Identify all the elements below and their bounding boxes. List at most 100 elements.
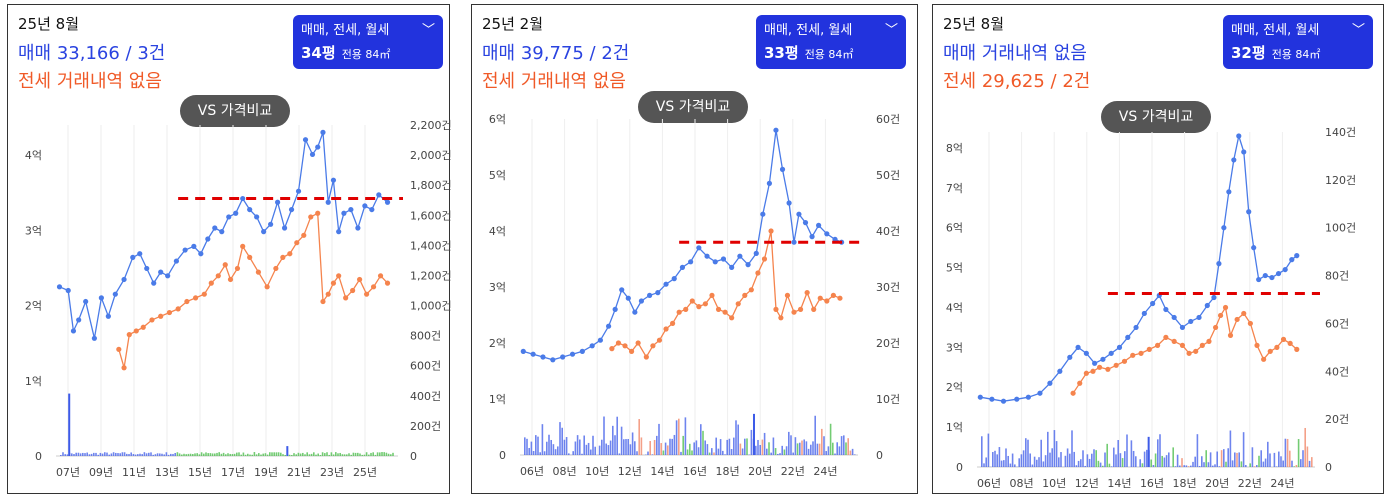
- jeonse-point: [294, 240, 300, 246]
- volume-bar: [832, 442, 834, 455]
- volume-bar: [295, 454, 297, 456]
- trade-types-label: 매매, 전세, 월세: [301, 23, 390, 38]
- volume-bar: [165, 452, 168, 456]
- volume-bar: [341, 454, 344, 456]
- volume-bar: [1086, 454, 1089, 467]
- volume-bar: [324, 453, 326, 456]
- volume-bar: [788, 431, 790, 455]
- jeonse-point: [778, 315, 784, 321]
- volume-bar: [247, 453, 249, 456]
- sale-point: [137, 251, 143, 257]
- vs-compare-button[interactable]: VS 가격비교: [180, 95, 290, 127]
- jeonse-point: [1154, 342, 1161, 348]
- vs-compare-button[interactable]: VS 가격비교: [1101, 101, 1211, 133]
- jeonse-point: [1138, 350, 1144, 356]
- trade-type-selector[interactable]: 매매, 전세, 월세 ﹀ 34평 전용 84㎡: [293, 15, 443, 69]
- sale-point: [786, 200, 792, 206]
- volume-bar: [330, 452, 333, 456]
- volume-bar: [1044, 455, 1047, 467]
- jeonse-point: [1097, 364, 1103, 370]
- volume-bar: [293, 453, 295, 456]
- volume-bar: [790, 435, 792, 455]
- sale-point: [1037, 390, 1043, 396]
- trade-type-selector[interactable]: 매매, 전세, 월세 ﹀ 33평 전용 84㎡: [756, 15, 906, 69]
- x-tick-label: 22년: [1238, 477, 1262, 490]
- y-left-tick-label: 5억: [489, 169, 506, 182]
- volume-bar: [1040, 439, 1042, 467]
- sale-point: [376, 192, 382, 198]
- volume-bar: [1093, 449, 1095, 467]
- volume-bar: [801, 440, 803, 455]
- volume-bar: [304, 454, 306, 456]
- sale-point: [336, 229, 342, 235]
- volume-bar: [1267, 441, 1269, 467]
- sale-point: [569, 351, 576, 357]
- volume-bar: [651, 454, 654, 455]
- x-tick-label: 23년: [320, 466, 344, 479]
- sale-point: [1204, 302, 1210, 309]
- volume-bar: [1009, 463, 1012, 467]
- jeonse-point: [222, 262, 228, 268]
- volume-bar: [1025, 438, 1027, 467]
- volume-bar: [1275, 466, 1278, 467]
- volume-bar: [576, 435, 579, 455]
- sale-point: [655, 290, 661, 296]
- volume-bar: [1278, 451, 1280, 467]
- volume-bar: [825, 451, 827, 455]
- volume-bar: [1295, 464, 1298, 467]
- volume-bar: [82, 452, 84, 456]
- volume-bar: [700, 424, 702, 455]
- volume-bar: [64, 454, 66, 456]
- volume-bar: [618, 453, 621, 455]
- jeonse-point: [336, 273, 342, 279]
- volume-bar: [66, 454, 69, 456]
- volume-bar: [1223, 449, 1225, 467]
- volume-bar: [79, 453, 82, 456]
- volume-bar: [249, 454, 251, 456]
- volume-bar: [568, 453, 570, 455]
- jeonse-point: [184, 298, 190, 305]
- sale-point: [233, 210, 239, 216]
- volume-bar: [251, 454, 253, 456]
- volume-bar: [550, 439, 552, 455]
- volume-bar: [123, 452, 126, 456]
- volume-bar: [269, 452, 271, 456]
- sale-point: [809, 234, 815, 240]
- volume-bar: [563, 439, 566, 455]
- jeonse-point: [280, 254, 286, 260]
- volume-bar: [675, 420, 678, 455]
- volume-bar: [1117, 440, 1119, 467]
- volume-bar: [387, 453, 390, 456]
- volume-bar: [671, 438, 673, 455]
- volume-bar: [741, 448, 744, 455]
- jeonse-point: [315, 210, 321, 216]
- volume-bar: [187, 453, 190, 456]
- volume-bar: [238, 452, 240, 456]
- jeonse-point: [255, 269, 262, 275]
- trade-type-selector[interactable]: 매매, 전세, 월세 ﹀ 32평 전용 84㎡: [1223, 15, 1373, 69]
- volume-bar: [697, 447, 700, 455]
- volume-bar: [1121, 458, 1124, 467]
- volume-bar: [535, 435, 537, 455]
- volume-bar: [757, 439, 759, 455]
- volume-bar: [75, 452, 77, 456]
- chart-panel-3: 25년 8월 매매 거래내역 없음 전세 29,625 / 2건 매매, 전세,…: [932, 4, 1384, 494]
- volume-bar: [761, 439, 764, 455]
- volume-bar: [385, 452, 388, 456]
- volume-bar: [998, 447, 1001, 467]
- vs-compare-button[interactable]: VS 가격비교: [638, 91, 748, 123]
- volume-bar: [693, 442, 695, 455]
- jeonse-point: [715, 306, 722, 312]
- volume-bar: [90, 453, 93, 456]
- jeonse-point: [1171, 338, 1177, 344]
- volume-bar: [1194, 456, 1196, 467]
- jeonse-point: [273, 265, 279, 272]
- volume-bar: [148, 452, 150, 456]
- volume-bar: [319, 454, 322, 456]
- jeonse-point: [377, 273, 384, 279]
- volume-bar: [691, 450, 693, 455]
- volume-bar: [134, 454, 137, 456]
- volume-bar: [1218, 466, 1221, 467]
- volume-bar: [1126, 434, 1128, 467]
- volume-bar: [631, 432, 634, 455]
